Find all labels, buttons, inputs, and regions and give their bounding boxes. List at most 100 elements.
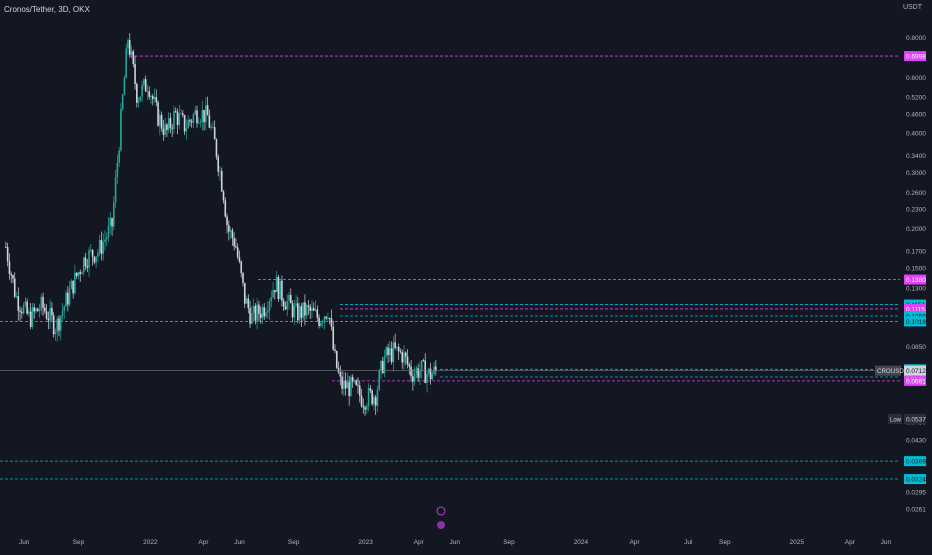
chart-title: Cronos/Tether, 3D, OKX — [4, 5, 90, 14]
x-tick-label: Apr — [414, 539, 425, 546]
candle-body — [431, 373, 434, 380]
candle-body — [33, 307, 36, 312]
candle-body — [75, 272, 78, 277]
candle-body — [378, 370, 381, 390]
candle-body — [277, 276, 280, 300]
candle-body — [36, 308, 39, 312]
countdown-label: 0:01:41 — [906, 377, 924, 383]
candle-body — [90, 249, 92, 251]
candle-body — [215, 139, 218, 157]
x-tick-label: Apr — [198, 539, 209, 546]
candle-body — [217, 156, 220, 172]
candle-body — [265, 312, 267, 317]
candle-body — [293, 305, 296, 318]
x-tick-label: Jul — [684, 539, 693, 546]
candle-body — [72, 280, 74, 294]
candle-body — [392, 342, 395, 362]
candle-body — [128, 40, 131, 55]
candle-body — [17, 296, 20, 311]
candle-body — [226, 216, 228, 226]
candle-body — [153, 97, 156, 100]
candle-body — [426, 373, 428, 383]
candle-body — [297, 303, 299, 321]
candle-body — [95, 256, 97, 263]
candle-body — [323, 316, 326, 323]
candle-body — [109, 218, 112, 226]
candle-body — [263, 307, 266, 317]
candle-body — [70, 280, 73, 289]
candle-body — [139, 96, 142, 101]
candle-body — [81, 272, 83, 275]
candle-body — [120, 109, 122, 151]
candle-body — [197, 122, 200, 124]
candle-body — [282, 300, 285, 307]
candle-body — [422, 360, 425, 362]
y-tick-label: 0.6000 — [906, 75, 926, 82]
candle-body — [42, 296, 44, 308]
candle-body — [279, 280, 281, 300]
candle-body — [429, 368, 432, 380]
candle-body — [404, 352, 407, 357]
candle-body — [51, 308, 53, 316]
candle-body — [229, 230, 232, 232]
y-tick-label: 0.2600 — [906, 190, 926, 197]
candle-body — [302, 302, 304, 318]
x-tick-label: Apr — [630, 539, 641, 546]
candle-body — [381, 360, 384, 374]
level-label-bg — [904, 311, 926, 322]
candle-body — [13, 278, 16, 297]
candle-body — [77, 272, 80, 277]
candle-body — [397, 346, 400, 352]
candle-body — [194, 110, 197, 115]
level-label: 0.0661 — [906, 378, 926, 385]
candle-body — [245, 298, 248, 304]
x-tick-label: Sep — [73, 539, 85, 546]
candle-body — [412, 376, 414, 382]
candle-body — [327, 318, 329, 320]
candle-body — [387, 347, 389, 356]
candle-body — [49, 308, 51, 321]
candle-body — [6, 247, 9, 262]
candle-body — [162, 128, 165, 135]
candle-body — [169, 118, 172, 128]
candle-body — [419, 370, 421, 378]
candle-body — [136, 83, 138, 103]
candle-body — [79, 272, 82, 275]
y-tick-label: 0.2300 — [906, 207, 926, 214]
candle-body — [176, 112, 179, 125]
candle-body — [300, 306, 303, 318]
candle-body — [61, 311, 64, 317]
candle-body — [166, 124, 168, 130]
candle-body — [401, 352, 404, 363]
candle-body — [84, 257, 87, 267]
candle-body — [45, 311, 48, 319]
candle-body — [210, 127, 212, 128]
candle-body — [358, 385, 361, 396]
candle-body — [63, 306, 66, 312]
candle-body — [341, 376, 343, 389]
candle-body — [252, 305, 255, 313]
candle-body — [433, 366, 435, 374]
candle-body — [385, 347, 388, 356]
candle-body — [318, 317, 320, 327]
candle-body — [8, 261, 11, 275]
candle-body — [213, 127, 216, 140]
candle-body — [275, 276, 278, 293]
candle-body — [362, 406, 365, 408]
candle-body — [373, 397, 375, 405]
candle-body — [182, 113, 184, 116]
candle-body — [374, 397, 377, 406]
candle-body — [281, 280, 283, 301]
candle-body — [289, 295, 292, 304]
low-value: 0.0537 — [906, 417, 926, 424]
level-label: 0.1018 — [906, 319, 926, 326]
y-tick-label: 0.2000 — [906, 226, 926, 233]
candle-body — [228, 225, 230, 232]
candle-body — [364, 407, 366, 410]
candle-body — [105, 237, 108, 240]
candle-body — [123, 77, 126, 96]
candle-body — [337, 367, 340, 373]
level-label-bg — [904, 474, 926, 485]
candle-body — [314, 309, 317, 311]
